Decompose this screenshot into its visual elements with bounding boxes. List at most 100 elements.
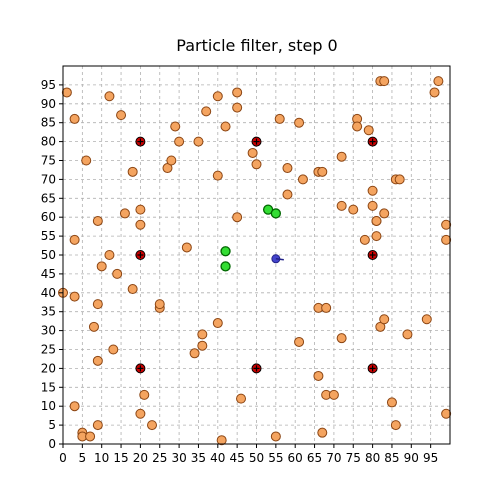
y-tick-label: 80 [41,135,56,149]
particle-point [116,110,127,121]
particle-point [197,329,208,340]
y-tick-label: 20 [41,361,56,375]
particle-point [104,250,115,260]
particle-point [367,185,378,196]
particle-point [352,121,363,132]
estimate-point [220,246,231,257]
particle-point [92,420,103,431]
particle-point [92,299,103,310]
particle-point [189,348,200,359]
x-tick-label: 25 [152,451,167,465]
y-tick-label: 25 [41,343,56,357]
particle-point [328,389,339,400]
particle-point [92,215,103,226]
particle-point [212,170,223,181]
particle-point [96,261,107,272]
robot-marker [271,254,284,264]
y-tick-label: 65 [41,191,56,205]
particle-point [85,431,96,442]
particle-point [313,370,324,381]
particle-point [220,121,231,132]
particle-point [232,87,243,98]
particle-point [135,219,146,230]
particle-point [371,215,382,226]
particle-point [212,318,223,329]
particle-point [197,340,208,351]
particle-point [294,117,305,128]
x-tick-label: 55 [268,451,283,465]
particle-point [127,284,138,295]
particle-point [274,113,285,124]
particle-point [104,91,115,102]
particle-point [170,121,181,132]
y-tick-label: 50 [41,248,56,262]
y-tick-label: 60 [41,210,56,224]
particle-point [232,102,243,113]
x-tick-label: 90 [404,451,419,465]
particle-point [317,166,328,177]
landmark-point [251,136,262,147]
particle-point [386,397,397,408]
particle-point [127,166,138,177]
x-tick-label: 65 [307,451,322,465]
particle-point [108,344,119,355]
particle-point [297,174,308,185]
particle-point [394,174,405,185]
x-tick-label: 15 [113,451,128,465]
y-tick-label: 10 [41,399,56,413]
x-tick-label: 10 [94,451,109,465]
particle-point [181,242,192,253]
x-tick-label: 30 [171,451,186,465]
particle-point [348,204,359,215]
landmark-point [135,250,146,260]
particle-point [433,76,444,87]
particle-point [232,212,243,223]
plot-marks [58,76,452,446]
particle-point [61,87,72,98]
y-tick-label: 75 [41,154,56,168]
robot-heading [275,258,284,261]
particle-point [135,408,146,419]
particle-point [216,435,227,446]
particle-point [282,163,293,174]
particle-point [154,299,165,310]
particle-point [429,87,440,98]
x-tick-label: 60 [288,451,303,465]
particle-point [69,234,80,245]
particle-point [139,389,150,400]
particle-point [390,420,401,431]
y-tick-label: 35 [41,305,56,319]
particle-point [236,393,247,404]
x-tick-label: 50 [249,451,264,465]
y-tick-label: 15 [41,380,56,394]
particle-point [201,106,212,117]
particle-point [441,408,452,419]
particle-point [294,336,305,347]
particle-point [441,234,452,245]
particle-point [81,155,92,166]
y-tick-label: 55 [41,229,56,243]
x-tick-label: 20 [133,451,148,465]
particle-point [421,314,432,325]
particle-point [336,151,347,162]
x-tick-label: 35 [191,451,206,465]
particle-point [321,302,332,313]
estimate-point [270,208,282,219]
x-tick-label: 5 [79,451,87,465]
particle-point [317,427,328,438]
chart-title: Particle filter, step 0 [176,36,337,55]
y-tick-label: 70 [41,172,56,186]
x-tick-label: 40 [210,451,225,465]
particle-point [402,329,413,340]
y-tick-label: 95 [41,78,56,92]
particle-point [147,420,158,431]
landmark-point [251,363,262,374]
x-tick-label: 80 [365,451,380,465]
landmark-point [135,363,146,374]
particle-point [69,291,80,302]
y-tick-label: 0 [48,437,56,451]
y-tick-label: 30 [41,324,56,338]
particle-point [379,208,390,219]
